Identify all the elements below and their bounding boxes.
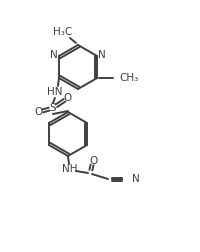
Text: CH₃: CH₃	[119, 73, 138, 83]
Text: S: S	[50, 103, 56, 113]
Text: O: O	[64, 93, 72, 103]
Text: O: O	[89, 156, 97, 166]
Text: N: N	[132, 174, 140, 184]
Text: O: O	[35, 107, 43, 117]
Text: N: N	[98, 50, 106, 60]
Text: H₃C: H₃C	[53, 27, 73, 37]
Text: HN: HN	[47, 87, 63, 97]
Text: NH: NH	[62, 164, 78, 174]
Text: N: N	[50, 50, 58, 60]
